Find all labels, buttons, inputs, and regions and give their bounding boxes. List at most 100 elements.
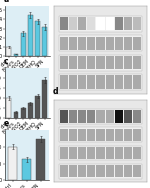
FancyBboxPatch shape bbox=[87, 17, 96, 30]
FancyBboxPatch shape bbox=[105, 110, 114, 123]
FancyBboxPatch shape bbox=[78, 129, 86, 141]
FancyBboxPatch shape bbox=[87, 129, 96, 141]
FancyBboxPatch shape bbox=[96, 75, 105, 89]
FancyBboxPatch shape bbox=[69, 165, 77, 177]
Bar bbox=[6, 98, 11, 118]
FancyBboxPatch shape bbox=[96, 110, 105, 123]
FancyBboxPatch shape bbox=[59, 35, 142, 51]
FancyBboxPatch shape bbox=[59, 127, 142, 142]
FancyBboxPatch shape bbox=[115, 56, 123, 69]
FancyBboxPatch shape bbox=[60, 37, 68, 50]
FancyBboxPatch shape bbox=[78, 17, 86, 30]
FancyBboxPatch shape bbox=[124, 75, 132, 89]
FancyBboxPatch shape bbox=[124, 165, 132, 177]
FancyBboxPatch shape bbox=[87, 75, 96, 89]
FancyBboxPatch shape bbox=[59, 109, 142, 124]
FancyBboxPatch shape bbox=[60, 17, 68, 30]
FancyBboxPatch shape bbox=[96, 17, 105, 30]
FancyBboxPatch shape bbox=[133, 110, 141, 123]
FancyBboxPatch shape bbox=[115, 165, 123, 177]
FancyBboxPatch shape bbox=[69, 129, 77, 141]
FancyBboxPatch shape bbox=[133, 56, 141, 69]
FancyBboxPatch shape bbox=[78, 75, 86, 89]
FancyBboxPatch shape bbox=[96, 147, 105, 159]
FancyBboxPatch shape bbox=[115, 37, 123, 50]
FancyBboxPatch shape bbox=[87, 110, 96, 123]
FancyBboxPatch shape bbox=[69, 75, 77, 89]
FancyBboxPatch shape bbox=[60, 129, 68, 141]
Bar bbox=[42, 27, 47, 56]
FancyBboxPatch shape bbox=[115, 129, 123, 141]
FancyBboxPatch shape bbox=[105, 17, 114, 30]
FancyBboxPatch shape bbox=[133, 147, 141, 159]
FancyBboxPatch shape bbox=[133, 75, 141, 89]
Bar bbox=[36, 139, 45, 180]
FancyBboxPatch shape bbox=[96, 165, 105, 177]
Bar bbox=[42, 80, 47, 118]
FancyBboxPatch shape bbox=[124, 17, 132, 30]
FancyBboxPatch shape bbox=[115, 17, 123, 30]
FancyBboxPatch shape bbox=[105, 165, 114, 177]
FancyBboxPatch shape bbox=[105, 75, 114, 89]
FancyBboxPatch shape bbox=[59, 146, 142, 160]
FancyBboxPatch shape bbox=[60, 56, 68, 69]
FancyBboxPatch shape bbox=[60, 165, 68, 177]
FancyBboxPatch shape bbox=[87, 165, 96, 177]
FancyBboxPatch shape bbox=[60, 110, 68, 123]
FancyBboxPatch shape bbox=[69, 147, 77, 159]
FancyBboxPatch shape bbox=[133, 17, 141, 30]
Text: c: c bbox=[4, 57, 8, 66]
FancyBboxPatch shape bbox=[105, 129, 114, 141]
FancyBboxPatch shape bbox=[115, 75, 123, 89]
FancyBboxPatch shape bbox=[59, 164, 142, 179]
Bar bbox=[8, 147, 17, 180]
Bar bbox=[22, 159, 31, 180]
Bar bbox=[21, 108, 26, 118]
Bar bbox=[14, 112, 18, 118]
Bar bbox=[28, 103, 33, 118]
FancyBboxPatch shape bbox=[105, 147, 114, 159]
FancyBboxPatch shape bbox=[78, 110, 86, 123]
FancyBboxPatch shape bbox=[124, 110, 132, 123]
FancyBboxPatch shape bbox=[115, 147, 123, 159]
Text: e: e bbox=[4, 119, 9, 128]
FancyBboxPatch shape bbox=[78, 165, 86, 177]
Bar bbox=[28, 15, 33, 56]
Text: a: a bbox=[4, 0, 9, 4]
FancyBboxPatch shape bbox=[105, 56, 114, 69]
Bar bbox=[21, 33, 26, 56]
FancyBboxPatch shape bbox=[124, 147, 132, 159]
FancyBboxPatch shape bbox=[87, 147, 96, 159]
Bar bbox=[35, 96, 40, 118]
Bar bbox=[14, 54, 18, 56]
Bar bbox=[6, 47, 11, 56]
FancyBboxPatch shape bbox=[105, 37, 114, 50]
FancyBboxPatch shape bbox=[69, 37, 77, 50]
FancyBboxPatch shape bbox=[133, 165, 141, 177]
FancyBboxPatch shape bbox=[115, 110, 123, 123]
Text: d: d bbox=[52, 87, 58, 96]
FancyBboxPatch shape bbox=[124, 37, 132, 50]
FancyBboxPatch shape bbox=[133, 129, 141, 141]
FancyBboxPatch shape bbox=[96, 37, 105, 50]
FancyBboxPatch shape bbox=[124, 129, 132, 141]
FancyBboxPatch shape bbox=[87, 56, 96, 69]
FancyBboxPatch shape bbox=[69, 17, 77, 30]
Bar bbox=[35, 21, 40, 56]
Text: b: b bbox=[52, 0, 58, 2]
FancyBboxPatch shape bbox=[133, 37, 141, 50]
FancyBboxPatch shape bbox=[59, 55, 142, 70]
FancyBboxPatch shape bbox=[87, 37, 96, 50]
FancyBboxPatch shape bbox=[124, 56, 132, 69]
FancyBboxPatch shape bbox=[78, 56, 86, 69]
FancyBboxPatch shape bbox=[59, 74, 142, 90]
FancyBboxPatch shape bbox=[60, 75, 68, 89]
FancyBboxPatch shape bbox=[78, 37, 86, 50]
FancyBboxPatch shape bbox=[69, 110, 77, 123]
FancyBboxPatch shape bbox=[69, 56, 77, 69]
FancyBboxPatch shape bbox=[78, 147, 86, 159]
FancyBboxPatch shape bbox=[96, 56, 105, 69]
FancyBboxPatch shape bbox=[60, 147, 68, 159]
FancyBboxPatch shape bbox=[96, 129, 105, 141]
FancyBboxPatch shape bbox=[59, 16, 142, 32]
